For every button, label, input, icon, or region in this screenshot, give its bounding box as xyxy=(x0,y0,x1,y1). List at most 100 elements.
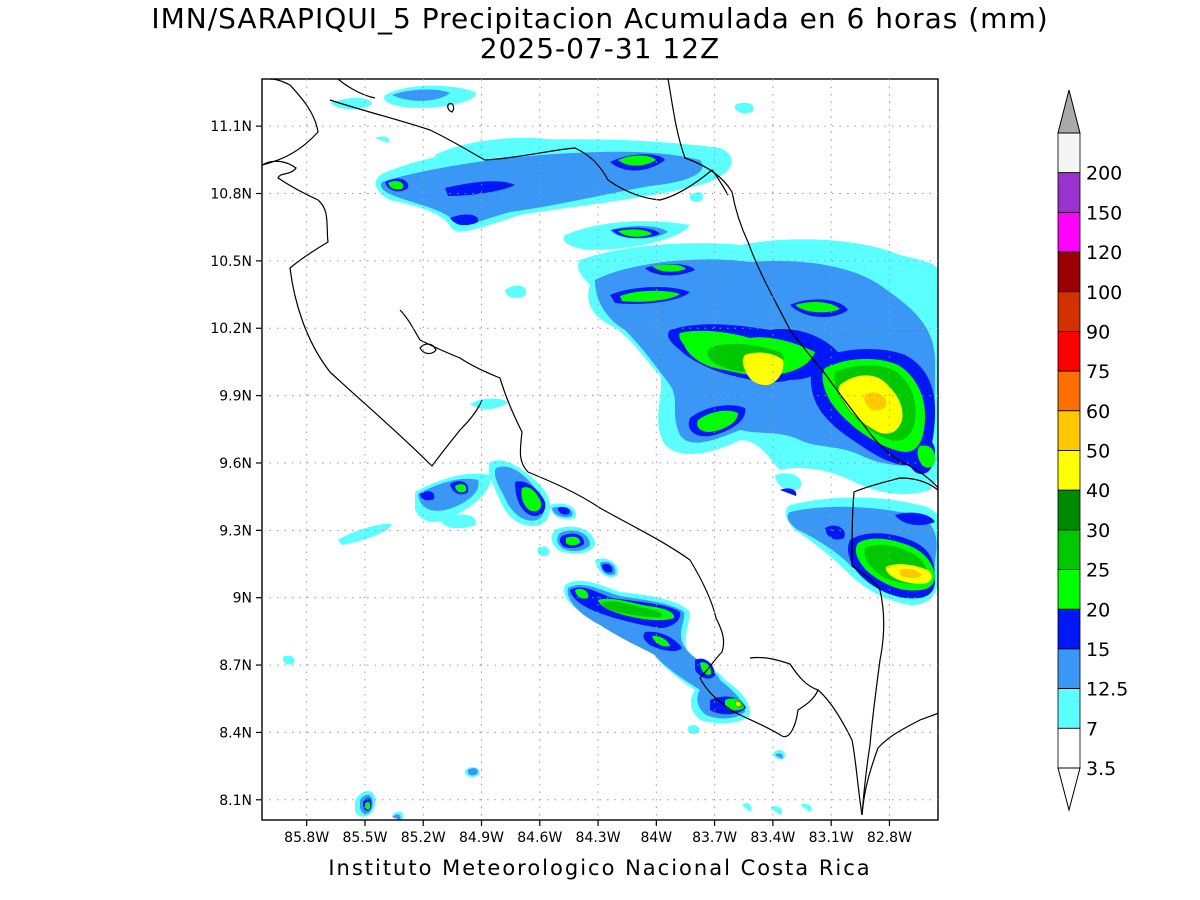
precip-area xyxy=(537,546,550,557)
nicaragua-border xyxy=(329,99,729,201)
lon-tick-label: 85.2W xyxy=(401,830,446,846)
colorbar-label: 60 xyxy=(1086,401,1110,423)
colorbar-swatch xyxy=(1057,529,1081,570)
colorbar-swatch xyxy=(1057,291,1081,332)
precip-area xyxy=(392,89,450,101)
map-axes: 11.1N 10.8N 10.5N 10.2N 9.9N 9.6N 9.3N 9N 8.7N 8.… xyxy=(210,119,912,846)
precip-area xyxy=(601,601,663,618)
precip-area xyxy=(445,181,515,196)
precip-area xyxy=(375,136,390,143)
lon-tick-label: 83.7W xyxy=(692,830,737,846)
colorbar-label: 20 xyxy=(1086,599,1110,621)
precip-area xyxy=(330,97,372,110)
colorbar-swatch xyxy=(1057,172,1081,213)
lon-tick-label: 84.6W xyxy=(517,830,562,846)
precipitation-field xyxy=(282,85,938,820)
colorbar-label: 90 xyxy=(1086,321,1110,343)
colorbar-swatch xyxy=(1057,331,1081,372)
north-coast-edge xyxy=(337,79,376,99)
lat-tick-label: 8.1N xyxy=(219,793,252,809)
colorbar-bottom-arrow xyxy=(1057,767,1081,812)
colorbar-label: 3.5 xyxy=(1086,758,1116,780)
precip-area xyxy=(895,512,935,526)
precip-area xyxy=(575,588,589,599)
lon-tick-label: 85.8W xyxy=(284,830,329,846)
lon-tick-label: 84.3W xyxy=(576,830,621,846)
colorbar-swatch xyxy=(1057,608,1081,650)
precip-area xyxy=(618,229,652,237)
precip-area xyxy=(435,137,560,168)
precip-area xyxy=(652,264,686,272)
lon-tick-label: 83.1W xyxy=(809,830,854,846)
lat-tick-label: 9.3N xyxy=(219,523,252,539)
institution-credit: Instituto Meteorologico Nacional Costa R… xyxy=(328,856,872,880)
precip-area xyxy=(558,506,570,515)
colorbar-swatch xyxy=(1057,410,1081,451)
colorbar-label: 12.5 xyxy=(1086,679,1128,701)
panama-pacific-coast xyxy=(861,712,938,816)
colorbar-swatch xyxy=(1057,648,1081,690)
lon-tick-label: 84.9W xyxy=(459,830,504,846)
lat-tick-label: 10.2N xyxy=(210,321,252,337)
precip-area xyxy=(365,801,371,810)
precip-area xyxy=(770,806,783,815)
graticule xyxy=(262,79,938,820)
colorbar-swatch xyxy=(1057,370,1081,412)
colorbar-swatch xyxy=(1057,251,1081,293)
colorbar-swatch xyxy=(1057,569,1081,610)
precip-area xyxy=(338,523,392,545)
precip-area xyxy=(450,214,479,226)
map-title: IMN/SARAPIQUI_5 Precipitacion Acumulada … xyxy=(151,2,1049,35)
precip-area xyxy=(392,814,401,820)
lat-tick-label: 11.1N xyxy=(210,119,252,135)
lon-tick-label: 85.5W xyxy=(342,830,387,846)
caribbean-coast xyxy=(667,79,938,489)
nicoya-island xyxy=(419,343,437,355)
precip-area xyxy=(420,491,435,501)
lat-tick-label: 9N xyxy=(233,591,252,607)
pacific-coastline-north xyxy=(262,160,483,467)
lon-tick-label: 84W xyxy=(640,830,672,846)
precip-area xyxy=(825,525,845,540)
precip-area xyxy=(380,151,703,226)
precip-area xyxy=(620,290,680,302)
precip-area xyxy=(742,803,752,812)
precip-area xyxy=(687,724,700,735)
coastlines-borders xyxy=(262,79,938,816)
precip-area xyxy=(455,484,467,493)
costa-rica-panama-border xyxy=(851,477,938,816)
small-island xyxy=(447,102,455,113)
precip-area xyxy=(652,635,670,647)
precip-area xyxy=(440,514,476,529)
precip-area xyxy=(282,655,295,665)
lon-tick-label: 83.4W xyxy=(750,830,795,846)
map-subtitle-date: 2025-07-31 12Z xyxy=(479,32,721,65)
precip-area xyxy=(697,410,738,432)
precip-area xyxy=(900,568,922,578)
precip-area xyxy=(864,392,887,411)
colorbar-top-arrow xyxy=(1057,89,1081,134)
precip-area xyxy=(689,192,703,202)
precip-area xyxy=(735,701,741,707)
colorbar: 3.5 7 12.5 15 20 25 30 40 50 60 75 90 100 120 150 200 xyxy=(1057,89,1128,812)
precip-area xyxy=(775,473,801,491)
precip-area xyxy=(467,768,478,776)
colorbar-label: 15 xyxy=(1086,639,1110,661)
lat-tick-label: 10.8N xyxy=(210,187,252,203)
precip-area xyxy=(567,585,745,719)
colorbar-label: 100 xyxy=(1086,282,1122,304)
colorbar-label: 40 xyxy=(1086,480,1110,502)
precip-area xyxy=(742,352,784,386)
precip-area xyxy=(905,261,938,274)
colorbar-label: 25 xyxy=(1086,560,1110,582)
precip-area xyxy=(505,285,526,298)
precip-area xyxy=(618,155,656,166)
nicaragua-lake-shore xyxy=(262,79,319,166)
nicoya-gulf-coast xyxy=(399,309,783,737)
precip-area xyxy=(775,753,783,759)
colorbar-label: 150 xyxy=(1086,202,1122,224)
precip-area xyxy=(602,563,613,573)
precip-area xyxy=(700,662,712,675)
lat-tick-label: 8.4N xyxy=(219,725,252,741)
